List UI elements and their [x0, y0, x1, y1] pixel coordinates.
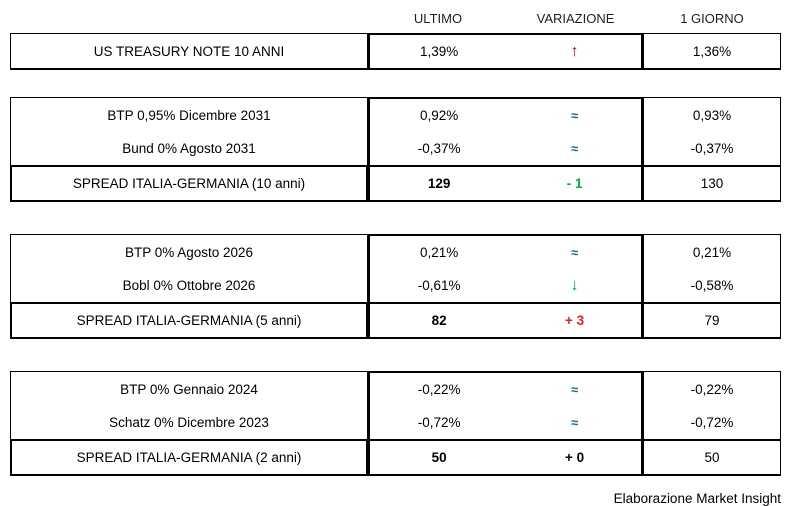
bond-rows: BTP 0% Gennaio 2024 Schatz 0% Dicembre 2…: [10, 371, 781, 439]
bond-label: BTP 0,95% Dicembre 2031: [107, 107, 271, 123]
giorno-value: -0,72%: [690, 414, 734, 430]
spread-variation-value: + 3: [565, 313, 585, 328]
spread-giorno-value: 50: [643, 439, 781, 476]
spread-giorno-value: 79: [643, 302, 781, 339]
giorno-value: 1,36%: [692, 43, 732, 59]
spread-label: SPREAD ITALIA-GERMANIA (2 anni): [10, 439, 368, 476]
bond-label: BTP 0% Agosto 2026: [124, 244, 254, 260]
header-variazione: VARIAZIONE: [536, 11, 615, 26]
spread-row: SPREAD ITALIA-GERMANIA (5 anni) 82 + 3 7…: [10, 302, 781, 339]
spread-label: SPREAD ITALIA-GERMANIA (5 anni): [10, 302, 368, 339]
spread-ultimo-value: 50: [431, 450, 447, 465]
table-row: US TREASURY NOTE 10 ANNI 1,39% ↑ 1,36%: [10, 33, 781, 70]
giorno-value: -0,22%: [690, 381, 734, 397]
spread-giorno-value: 130: [643, 165, 781, 202]
spread-label: SPREAD ITALIA-GERMANIA (10 anni): [10, 165, 368, 202]
approx-equal-icon: ≈: [571, 415, 579, 430]
group-us-treasury: US TREASURY NOTE 10 ANNI 1,39% ↑ 1,36%: [10, 33, 781, 70]
approx-equal-icon: ≈: [571, 108, 579, 123]
bond-rows: BTP 0,95% Dicembre 2031 Bund 0% Agosto 2…: [10, 97, 781, 165]
ultimo-value: -0,72%: [417, 415, 461, 430]
bond-label: Schatz 0% Dicembre 2023: [109, 414, 269, 430]
ultimo-value: 0,21%: [419, 245, 459, 260]
spread-variation-value: - 1: [566, 176, 583, 191]
giorno-value: 0,93%: [692, 107, 732, 123]
bond-label: Bund 0% Agosto 2031: [122, 140, 256, 156]
giorno-value: -0,58%: [690, 277, 734, 293]
group-2-anni: BTP 0% Gennaio 2024 Schatz 0% Dicembre 2…: [10, 371, 781, 476]
spread-ultimo-value: 129: [427, 176, 451, 191]
bond-label: BTP 0% Gennaio 2024: [120, 381, 258, 397]
ultimo-value: 1,39%: [419, 44, 459, 59]
spread-row: SPREAD ITALIA-GERMANIA (2 anni) 50 + 0 5…: [10, 439, 781, 476]
header-ultimo: ULTIMO: [413, 11, 463, 26]
bond-label: Bobl 0% Ottobre 2026: [122, 277, 256, 293]
spread-variation-value: + 0: [565, 450, 585, 465]
source-credit: Elaborazione Market Insight: [613, 491, 781, 506]
spread-ultimo-value: 82: [431, 313, 447, 328]
spread-row: SPREAD ITALIA-GERMANIA (10 anni) 129 - 1…: [10, 165, 781, 202]
approx-equal-icon: ≈: [571, 245, 579, 260]
arrow-down-icon: ↓: [570, 276, 579, 294]
group-10-anni: BTP 0,95% Dicembre 2031 Bund 0% Agosto 2…: [10, 97, 781, 202]
ultimo-value: -0,61%: [417, 278, 461, 293]
bond-label: US TREASURY NOTE 10 ANNI: [93, 43, 285, 59]
giorno-value: 0,21%: [692, 244, 732, 260]
ultimo-value: -0,37%: [417, 141, 461, 156]
approx-equal-icon: ≈: [571, 141, 579, 156]
header-spacer: [10, 7, 368, 30]
ultimo-value: 0,92%: [419, 108, 459, 123]
group-5-anni: BTP 0% Agosto 2026 Bobl 0% Ottobre 2026 …: [10, 234, 781, 339]
ultimo-value: -0,22%: [417, 382, 461, 397]
approx-equal-icon: ≈: [571, 382, 579, 397]
bond-rows: BTP 0% Agosto 2026 Bobl 0% Ottobre 2026 …: [10, 234, 781, 302]
header-1-giorno: 1 GIORNO: [680, 11, 744, 26]
giorno-value: -0,37%: [690, 140, 734, 156]
column-headers: ULTIMO VARIAZIONE 1 GIORNO: [10, 7, 781, 30]
arrow-up-icon: ↑: [570, 42, 579, 60]
